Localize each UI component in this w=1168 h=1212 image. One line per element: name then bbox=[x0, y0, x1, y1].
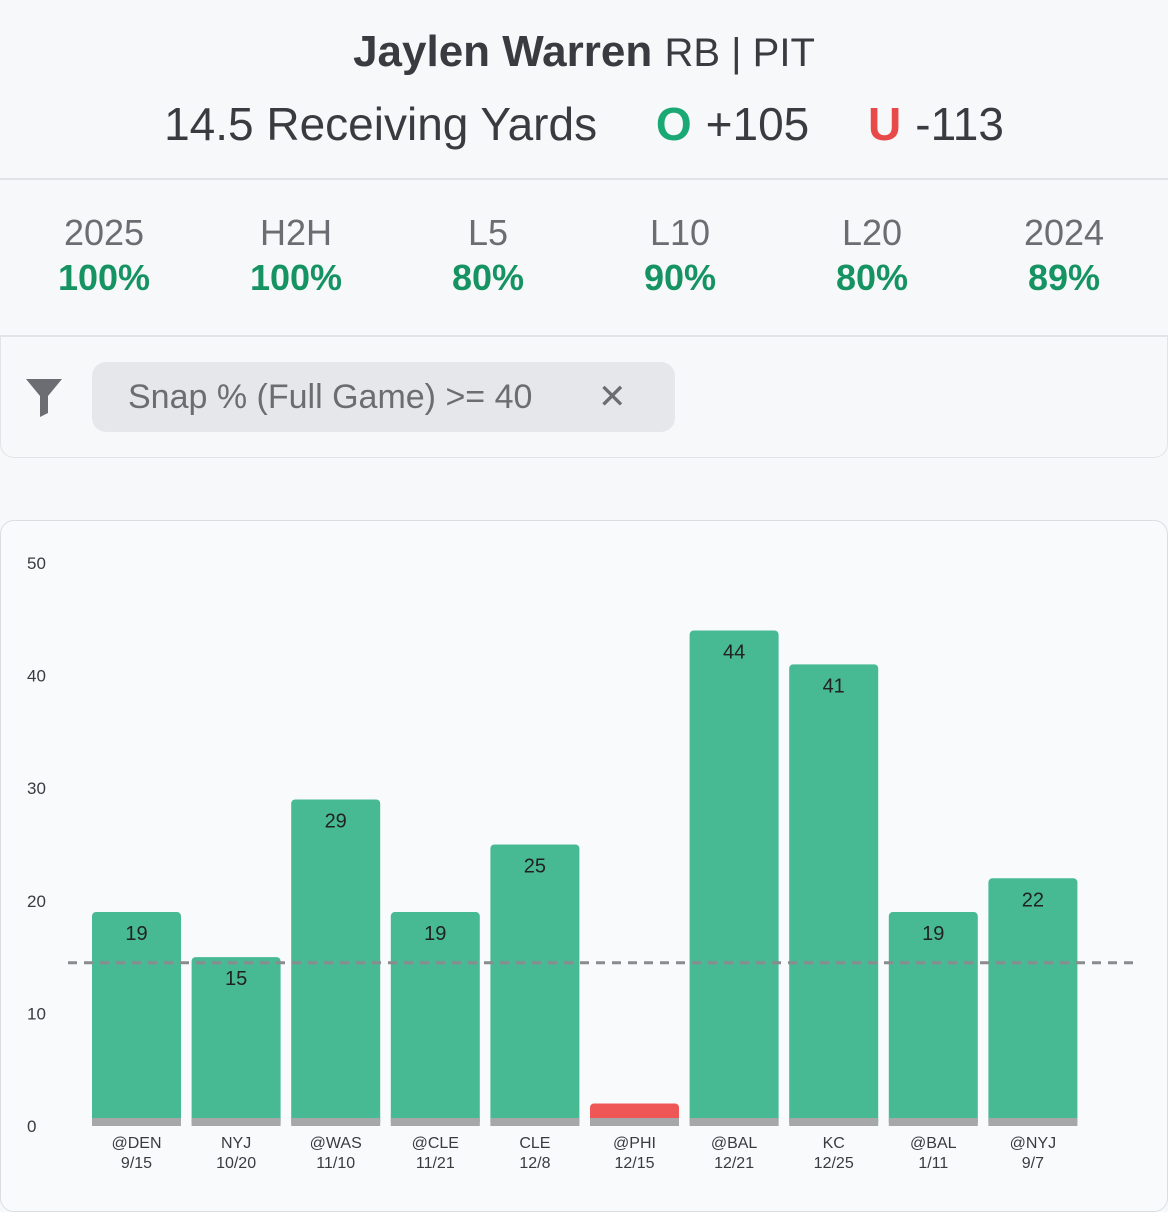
prop-line: 14.5 Receiving Yards O +105 U -113 bbox=[0, 92, 1168, 152]
x-date-label: 1/11 bbox=[918, 1155, 948, 1172]
x-category-label: @PHI bbox=[613, 1135, 656, 1152]
hit-rate-value: 90% bbox=[643, 257, 717, 298]
x-category-label: @BAL bbox=[910, 1135, 957, 1152]
x-date-label: 12/21 bbox=[714, 1155, 754, 1172]
x-category-label: @WAS bbox=[310, 1135, 362, 1152]
bar-value-label: 19 bbox=[125, 923, 147, 945]
bar-base bbox=[92, 1118, 181, 1126]
bar-base bbox=[590, 1118, 679, 1126]
hit-rate-label: 2024 bbox=[1023, 212, 1105, 253]
hit-rate-h2h[interactable]: H2H 100% bbox=[199, 212, 393, 302]
x-category-label: KC bbox=[823, 1135, 845, 1152]
hit-rate-value: 89% bbox=[1027, 257, 1101, 298]
hit-rate-l5[interactable]: L5 80% bbox=[391, 212, 585, 302]
bar-chart: 0 10 20 30 40 50 19 15 29 19 25 44 41 19 22 @DEN 9/15 N… bbox=[27, 554, 1136, 1172]
hit-rate-l10[interactable]: L10 90% bbox=[583, 212, 777, 302]
prop-header: Jaylen Warren RB | PIT 14.5 Receiving Ya… bbox=[0, 0, 1168, 180]
hit-rate-label: L20 bbox=[841, 212, 903, 253]
hit-rate-label: L10 bbox=[649, 212, 711, 253]
filter-chip-label: Snap % (Full Game) >= 40 bbox=[128, 378, 533, 416]
x-category-label: @BAL bbox=[711, 1135, 758, 1152]
bar-base bbox=[689, 1118, 779, 1126]
bar[interactable] bbox=[291, 799, 381, 1126]
bar[interactable] bbox=[92, 912, 181, 1126]
x-date-label: 9/7 bbox=[1022, 1155, 1044, 1172]
y-tick-label: 20 bbox=[27, 892, 46, 911]
bar[interactable] bbox=[888, 912, 978, 1126]
bar-value-label: 19 bbox=[424, 923, 446, 945]
bar-value-label: 22 bbox=[1022, 889, 1044, 911]
player-title: Jaylen Warren RB | PIT bbox=[0, 26, 1168, 79]
bar[interactable] bbox=[390, 912, 480, 1126]
bar-value-label: 44 bbox=[723, 642, 745, 664]
x-category-label: NYJ bbox=[221, 1135, 251, 1152]
hit-rate-value: 80% bbox=[451, 257, 525, 298]
x-date-label: 10/20 bbox=[216, 1155, 256, 1172]
over-odds[interactable]: +105 bbox=[705, 97, 810, 150]
bar-value-label: 29 bbox=[325, 810, 347, 832]
hit-rate-label: L5 bbox=[467, 212, 509, 253]
filter-chip[interactable]: Snap % (Full Game) >= 40 ✕ bbox=[92, 362, 675, 432]
bar-base bbox=[988, 1118, 1078, 1126]
bar-base bbox=[390, 1118, 480, 1126]
funnel-icon[interactable] bbox=[25, 377, 63, 417]
x-date-label: 12/15 bbox=[614, 1155, 654, 1172]
hit-rate-label: H2H bbox=[259, 212, 333, 253]
x-date-label: 11/10 bbox=[316, 1155, 355, 1172]
player-position-team: RB | PIT bbox=[664, 31, 815, 75]
x-date-label: 12/25 bbox=[814, 1155, 854, 1172]
under-icon[interactable]: U bbox=[868, 97, 902, 150]
bar[interactable] bbox=[191, 957, 281, 1126]
y-tick-label: 0 bbox=[27, 1117, 36, 1136]
hit-rate-value: 100% bbox=[249, 257, 343, 298]
hit-rate-label: 2025 bbox=[63, 212, 145, 253]
bar[interactable] bbox=[490, 844, 580, 1127]
bar-base bbox=[291, 1118, 381, 1126]
under-odds[interactable]: -113 bbox=[915, 97, 1004, 150]
bar-value-label: 19 bbox=[922, 923, 944, 945]
y-tick-label: 10 bbox=[27, 1004, 46, 1023]
x-category-label: @NYJ bbox=[1010, 1135, 1056, 1152]
bar[interactable] bbox=[988, 878, 1078, 1126]
y-tick-label: 50 bbox=[27, 554, 46, 573]
hit-rate-value: 100% bbox=[57, 257, 151, 298]
bar[interactable] bbox=[689, 630, 779, 1126]
y-tick-label: 30 bbox=[27, 779, 46, 798]
player-name: Jaylen Warren bbox=[353, 27, 653, 76]
x-date-label: 12/8 bbox=[519, 1155, 550, 1172]
prop-line-text: 14.5 Receiving Yards bbox=[164, 97, 598, 150]
hit-rate-l20[interactable]: L20 80% bbox=[775, 212, 969, 302]
x-date-label: 11/21 bbox=[416, 1155, 455, 1172]
bar-base bbox=[490, 1118, 580, 1126]
bar-base bbox=[191, 1118, 281, 1126]
y-tick-label: 40 bbox=[27, 667, 46, 686]
bar-base bbox=[789, 1118, 879, 1126]
x-date-label: 9/15 bbox=[121, 1155, 152, 1172]
hit-rate-stats: 2025 100% H2H 100% L5 80% L10 90% L20 80… bbox=[0, 180, 1168, 337]
bar-value-label: 41 bbox=[823, 675, 845, 697]
hit-rate-value: 80% bbox=[835, 257, 909, 298]
bar[interactable] bbox=[789, 664, 879, 1126]
over-icon[interactable]: O bbox=[655, 97, 692, 150]
bar-value-label: 25 bbox=[524, 856, 546, 878]
filter-bar: Snap % (Full Game) >= 40 ✕ bbox=[0, 337, 1168, 458]
x-category-label: @CLE bbox=[412, 1135, 459, 1152]
bar-base bbox=[888, 1118, 978, 1126]
hit-rate-2025[interactable]: 2025 100% bbox=[7, 212, 201, 302]
close-icon[interactable]: ✕ bbox=[598, 378, 627, 416]
x-category-label: @DEN bbox=[111, 1135, 161, 1152]
x-category-label: CLE bbox=[519, 1135, 550, 1152]
bar-value-label: 15 bbox=[225, 968, 247, 990]
hit-rate-2024[interactable]: 2024 89% bbox=[967, 212, 1161, 302]
